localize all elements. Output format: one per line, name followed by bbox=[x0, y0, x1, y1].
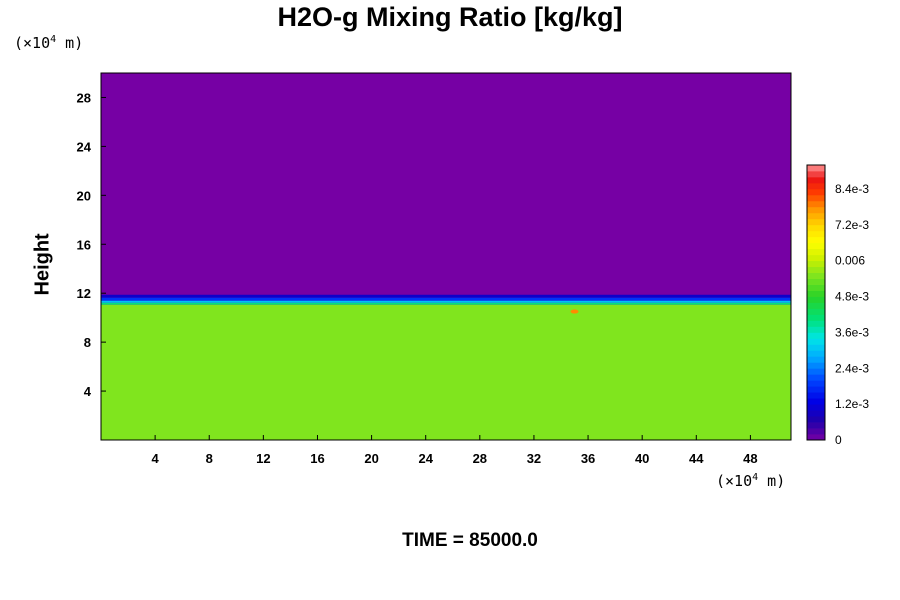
colorbar-segment-30 bbox=[807, 260, 825, 268]
colorbar bbox=[806, 164, 826, 441]
colorbar-segment-14 bbox=[807, 356, 825, 363]
chart-title: H2O-g Mixing Ratio [kg/kg] bbox=[277, 2, 623, 32]
x-tick-label-12: 48 bbox=[743, 451, 757, 466]
y-unit-suffix: m) bbox=[56, 34, 84, 52]
colorbar-segment-9 bbox=[807, 386, 825, 393]
colorbar-segment-20 bbox=[807, 320, 825, 327]
colorbar-tick-label-2: 1.2e-3 bbox=[835, 397, 869, 411]
colorbar-segment-41 bbox=[807, 194, 825, 202]
x-tick-label-11: 44 bbox=[689, 451, 704, 466]
colorbar-segment-42 bbox=[807, 188, 825, 196]
colorbar-segment-25 bbox=[807, 290, 825, 297]
colorbar-segment-13 bbox=[807, 362, 825, 369]
y-unit-exponent: 4 bbox=[50, 34, 57, 45]
y-unit-prefix: (×10 bbox=[14, 34, 51, 52]
y-tick-label-5: 20 bbox=[77, 188, 91, 203]
colorbar-segment-29 bbox=[807, 266, 825, 274]
x-axis-unit: (×104 m) bbox=[716, 472, 785, 490]
time-label: TIME = 85000.0 bbox=[402, 530, 538, 551]
x-tick-label-5: 20 bbox=[364, 451, 378, 466]
colorbar-segment-2 bbox=[807, 428, 825, 435]
x-unit-suffix: m) bbox=[758, 472, 786, 490]
colorbar-segment-10 bbox=[807, 380, 825, 387]
colorbar-frame bbox=[806, 164, 826, 441]
colorbar-segment-37 bbox=[807, 218, 825, 226]
colorbar-segment-8 bbox=[807, 392, 825, 399]
colorbar-tick-label-4: 3.6e-3 bbox=[835, 325, 869, 339]
colorbar-segment-17 bbox=[807, 338, 825, 345]
x-unit-prefix: (×10 bbox=[716, 472, 753, 490]
x-tick-label-1: 4 bbox=[152, 451, 160, 466]
interface-band-3 bbox=[101, 300, 791, 303]
y-tick-label-1: 4 bbox=[84, 384, 92, 399]
x-unit-exponent: 4 bbox=[752, 472, 759, 483]
x-tick-label-6: 24 bbox=[418, 451, 433, 466]
y-tick-label-3: 12 bbox=[77, 286, 91, 301]
colorbar-segment-36 bbox=[807, 224, 825, 232]
colorbar-segment-35 bbox=[807, 230, 825, 238]
colorbar-tick-label-5: 4.8e-3 bbox=[835, 290, 869, 304]
x-tick-label-3: 12 bbox=[256, 451, 270, 466]
colorbar-segment-3 bbox=[807, 422, 825, 429]
heatmap-field bbox=[101, 73, 791, 440]
colorbar-segment-45 bbox=[807, 170, 825, 178]
colorbar-segment-22 bbox=[807, 308, 825, 315]
colorbar-segment-5 bbox=[807, 410, 825, 417]
x-tick-label-9: 36 bbox=[581, 451, 595, 466]
colorbar-segment-7 bbox=[807, 398, 825, 405]
colorbar-segment-12 bbox=[807, 368, 825, 375]
colorbar-segment-38 bbox=[807, 212, 825, 220]
y-axis-unit: (×104 m) bbox=[14, 34, 83, 52]
colorbar-segment-23 bbox=[807, 302, 825, 309]
colorbar-segment-4 bbox=[807, 416, 825, 423]
colorbar-segment-43 bbox=[807, 182, 825, 190]
colorbar-tick-label-7: 7.2e-3 bbox=[835, 218, 869, 232]
y-tick-label-4: 16 bbox=[77, 237, 91, 252]
y-tick-label-6: 24 bbox=[77, 139, 92, 154]
colorbar-segment-34 bbox=[807, 236, 825, 244]
plot-frame bbox=[100, 72, 792, 441]
colorbar-segment-21 bbox=[807, 314, 825, 321]
x-tick-label-4: 16 bbox=[310, 451, 324, 466]
colorbar-segment-32 bbox=[807, 248, 825, 256]
colorbar-segment-28 bbox=[807, 272, 825, 279]
colorbar-segment-31 bbox=[807, 254, 825, 262]
x-tick-label-2: 8 bbox=[206, 451, 213, 466]
colorbar-tick-label-3: 2.4e-3 bbox=[835, 361, 869, 375]
colorbar-tick-label-8: 8.4e-3 bbox=[835, 182, 869, 196]
y-tick-label-7: 28 bbox=[77, 90, 91, 105]
colorbar-segment-24 bbox=[807, 296, 825, 303]
colorbar-segment-26 bbox=[807, 284, 825, 291]
colorbar-segment-40 bbox=[807, 200, 825, 208]
x-tick-label-8: 32 bbox=[527, 451, 541, 466]
colorbar-segment-15 bbox=[807, 350, 825, 357]
colorbar-segment-27 bbox=[807, 278, 825, 285]
colorbar-tick-label-6: 0.006 bbox=[835, 254, 865, 268]
colorbar-segment-19 bbox=[807, 326, 825, 333]
colorbar-segment-39 bbox=[807, 206, 825, 214]
colorbar-segment-1 bbox=[807, 434, 825, 441]
colorbar-segment-44 bbox=[807, 176, 825, 184]
interface-band-2 bbox=[101, 297, 791, 301]
lower-layer bbox=[101, 304, 791, 440]
colorbar-tick-label-1: 0 bbox=[835, 433, 842, 447]
colorbar-segment-16 bbox=[807, 344, 825, 351]
interface-band-1 bbox=[101, 294, 791, 298]
x-tick-label-7: 28 bbox=[473, 451, 487, 466]
local-max-patch bbox=[570, 309, 579, 314]
colorbar-segment-6 bbox=[807, 404, 825, 411]
interface-band-4 bbox=[101, 302, 791, 305]
colorbar-segment-18 bbox=[807, 332, 825, 339]
x-tick-label-10: 40 bbox=[635, 451, 649, 466]
y-tick-label-2: 8 bbox=[84, 335, 91, 350]
colorbar-segment-46 bbox=[807, 165, 825, 172]
colorbar-segment-33 bbox=[807, 242, 825, 250]
colorbar-segment-11 bbox=[807, 374, 825, 381]
